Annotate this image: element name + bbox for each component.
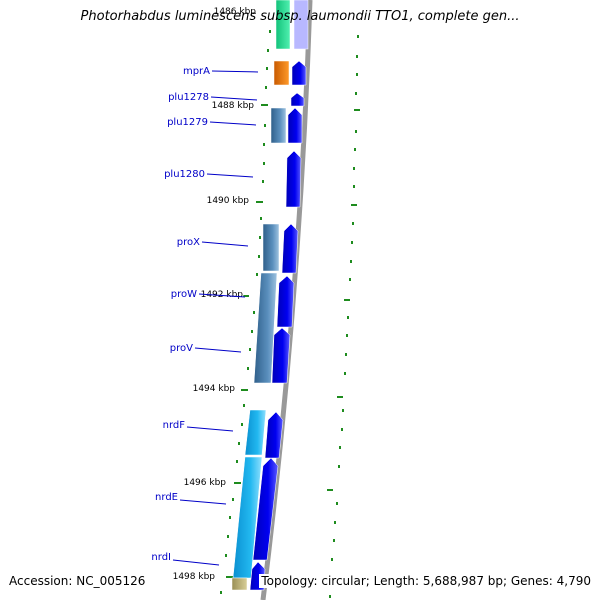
gene-label: nrdF (163, 420, 186, 431)
map-title: Photorhabdus luminescens subsp. laumondi… (80, 9, 520, 24)
accession-text: Accession: NC_005126 (9, 574, 146, 588)
label-leader (198, 293, 246, 298)
gene-box (275, 0, 291, 50)
gene-box (273, 60, 290, 86)
cds-arrow (291, 60, 307, 86)
gene-box (244, 409, 267, 456)
label-leader (186, 426, 234, 432)
cds-arrow (293, 0, 309, 50)
label-leader (172, 559, 220, 566)
scale-label: 1496 kbp (184, 478, 227, 488)
scale-label: 1498 kbp (173, 572, 216, 582)
label-leader (209, 121, 257, 126)
gene-label: proX (177, 237, 200, 248)
inner-tick-marks (220, 30, 271, 594)
gene-box (270, 107, 287, 144)
gene-label: nrdE (155, 492, 178, 503)
cds-arrow (271, 327, 291, 384)
label-leader (210, 96, 258, 101)
cds-arrow (287, 107, 303, 144)
gene-box (253, 272, 278, 384)
genome-summary-text: Topology: circular; Length: 5,688,987 bp… (259, 574, 591, 588)
cds-arrow (252, 457, 279, 561)
scale-label: 1490 kbp (207, 196, 250, 206)
gene-label: plu1280 (164, 169, 205, 180)
label-leader (194, 347, 242, 353)
cds-arrow (276, 275, 295, 328)
scale-label: 1494 kbp (193, 384, 236, 394)
gene-label: mprA (183, 66, 210, 77)
cog-track (231, 0, 291, 591)
gene-box (262, 223, 280, 272)
cds-arrow (285, 150, 302, 208)
label-leader (206, 173, 254, 178)
outer-tick-marks (316, 35, 360, 598)
gene-label: proV (170, 343, 193, 354)
gene-label: plu1278 (168, 92, 209, 103)
cds-arrow (264, 411, 284, 459)
scale-label: 1488 kbp (212, 101, 255, 111)
cds-arrow (290, 92, 305, 107)
scale-label: 1486 kbp (214, 7, 257, 17)
gene-label: plu1279 (167, 117, 208, 128)
label-leader (211, 70, 259, 73)
gene-labels: mprA plu1278 plu1279 plu1280 proX proW p… (151, 66, 259, 566)
gene-label: proW (171, 289, 197, 300)
label-leader (179, 499, 227, 505)
forward-strand-track (249, 0, 309, 591)
label-leader (201, 241, 249, 247)
cds-arrow (281, 223, 299, 274)
gene-box (231, 577, 248, 591)
gene-label: nrdI (151, 552, 171, 563)
